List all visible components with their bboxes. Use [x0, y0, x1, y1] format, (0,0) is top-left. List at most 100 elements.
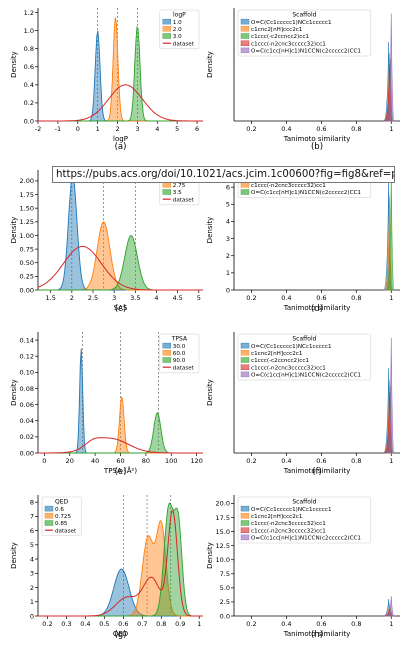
legend-label: 3.5	[173, 190, 182, 196]
legend-label: 30.0	[173, 344, 186, 350]
series-spike	[386, 596, 395, 617]
y-tick-label: 1.75	[20, 191, 34, 199]
y-tick-label: 4	[30, 555, 34, 563]
x-tick-label: 0	[76, 125, 80, 133]
x-axis-label: Tanimoto similarity	[283, 135, 350, 143]
x-tick-label: 0.8	[351, 294, 361, 302]
x-tick-label: 0.8	[351, 620, 361, 628]
legend-label: 3.0	[173, 34, 182, 40]
legend-label: 0.725	[55, 514, 71, 520]
legend-label: 2.75	[173, 183, 186, 189]
legend-label: 2.0	[173, 27, 182, 33]
x-axis-label: logP	[113, 135, 128, 143]
legend-swatch	[44, 520, 54, 526]
legend: ScaffoldO=C(Cc1ccccc1)NCc1ccccc1c1cnc2[n…	[237, 333, 372, 381]
legend-swatch	[240, 371, 250, 378]
y-tick-label: 2	[226, 252, 230, 260]
panel-caption: (d)	[311, 304, 323, 314]
legend-swatch	[162, 189, 172, 195]
x-tick-label: 20	[66, 457, 74, 465]
legend-label: 1.0	[173, 20, 182, 26]
x-tick-label: 1.5	[46, 294, 56, 302]
x-tick-label: 40	[91, 457, 99, 465]
panel-h: 0.2 0.4 0.6 0.8 10.02.55.07.510.012.515.017.…	[206, 495, 400, 640]
y-tick-label: 12.5	[216, 542, 230, 550]
legend-swatch	[240, 47, 250, 54]
y-tick-label: 0.25	[20, 273, 34, 281]
y-tick-label: 3	[226, 235, 230, 243]
panel-c: 1.5 2 2.5 3 3.5 4 4.5 5 0.00 0.25 0.50 0.75 1.00 1.25…	[10, 170, 203, 314]
legend-label: c1cnc2[nH]ccc2c1	[251, 514, 303, 520]
series-area	[38, 396, 203, 453]
legend-swatch	[162, 182, 172, 188]
panel-e: 0 20 40 60 80 100 120 0.00 0.02 0.04 0.06 0.08 0.10 0…	[10, 332, 203, 477]
y-tick-label: 20.0	[216, 500, 230, 508]
x-tick-label: 3.5	[130, 294, 140, 302]
legend-swatch	[240, 505, 250, 512]
legend-title: QED	[55, 499, 69, 506]
panel-f: 0.2 0.4 0.6 0.8 1 Tanimoto similarity Density S…	[206, 332, 400, 477]
series-area	[38, 175, 203, 290]
x-tick-label: 0.6	[316, 620, 326, 628]
legend-swatch	[240, 527, 250, 533]
y-tick-label: 0.08	[20, 385, 34, 393]
y-tick-label: 0.14	[20, 336, 34, 344]
y-tick-label: 5	[30, 541, 34, 549]
y-tick-label: 0.10	[20, 369, 34, 377]
panel-b: 0.2 0.4 0.6 0.8 1 Tanimoto similarity Density S…	[206, 8, 400, 152]
y-tick-label: 1.0	[24, 27, 34, 35]
x-axis-label: Tanimoto similarity	[283, 467, 350, 475]
x-tick-label: 0.8	[351, 457, 361, 465]
x-tick-label: -1	[55, 125, 61, 133]
x-tick-label: 2	[70, 294, 74, 302]
legend-label: O=C(c1cc[nH]c1)N1CCN(c2ccccc2)CC1	[251, 536, 361, 542]
panel-caption: (g)	[114, 630, 126, 640]
legend-label: 60.0	[173, 351, 186, 357]
y-axis-label: Density	[10, 542, 18, 569]
y-tick-label: 0.4	[24, 81, 34, 89]
legend-swatch	[240, 534, 250, 541]
y-tick-label: 1.00	[20, 232, 34, 240]
y-tick-label: 0	[30, 612, 34, 620]
legend-swatch	[240, 513, 250, 519]
y-tick-label: 0.8	[24, 45, 34, 53]
series-spike	[385, 13, 395, 122]
legend-swatch	[162, 33, 172, 39]
x-tick-label: 0.9	[175, 620, 185, 628]
x-tick-label: 5	[197, 294, 201, 302]
y-tick-label: 6	[226, 183, 230, 191]
x-axis-label: Tanimoto similarity	[283, 304, 350, 312]
x-tick-label: 2	[115, 125, 119, 133]
series-area	[38, 412, 203, 453]
x-tick-label: 0.3	[61, 620, 71, 628]
legend-label: c1ccc(-n2cnc3ccccc32)cc1	[251, 521, 326, 527]
y-tick-label: 4	[226, 218, 230, 226]
y-tick-label: 0.00	[20, 286, 34, 294]
y-tick-label: 0.06	[20, 401, 34, 409]
legend-label: dataset	[173, 197, 195, 203]
y-tick-label: 1.25	[20, 218, 34, 226]
y-tick-label: 6	[30, 527, 34, 535]
y-axis-label: Density	[206, 379, 214, 406]
x-tick-label: 0.2	[246, 125, 256, 133]
y-tick-label: 8	[30, 498, 34, 506]
legend-swatch	[240, 182, 250, 188]
legend-label: O=C(Cc1ccccc1)NCc1ccccc1	[251, 344, 332, 350]
series-area	[38, 520, 203, 616]
y-tick-label: 0.0	[24, 117, 34, 125]
legend-label: dataset	[55, 528, 77, 534]
x-axis-label: QED	[113, 630, 128, 638]
series-area	[38, 235, 203, 290]
y-tick-label: 1.2	[24, 9, 34, 17]
y-tick-label: 0.0	[220, 612, 230, 620]
x-tick-label: 0.6	[118, 620, 128, 628]
url-overlay[interactable]: https://pubs.acs.org/doi/10.1021/acs.jci…	[52, 166, 395, 183]
legend-swatch	[162, 357, 172, 363]
legend-swatch	[162, 350, 172, 356]
y-tick-label: 0.00	[20, 449, 34, 457]
y-axis-label: Density	[10, 379, 18, 406]
legend-swatch	[240, 26, 250, 32]
series-area	[38, 503, 203, 616]
